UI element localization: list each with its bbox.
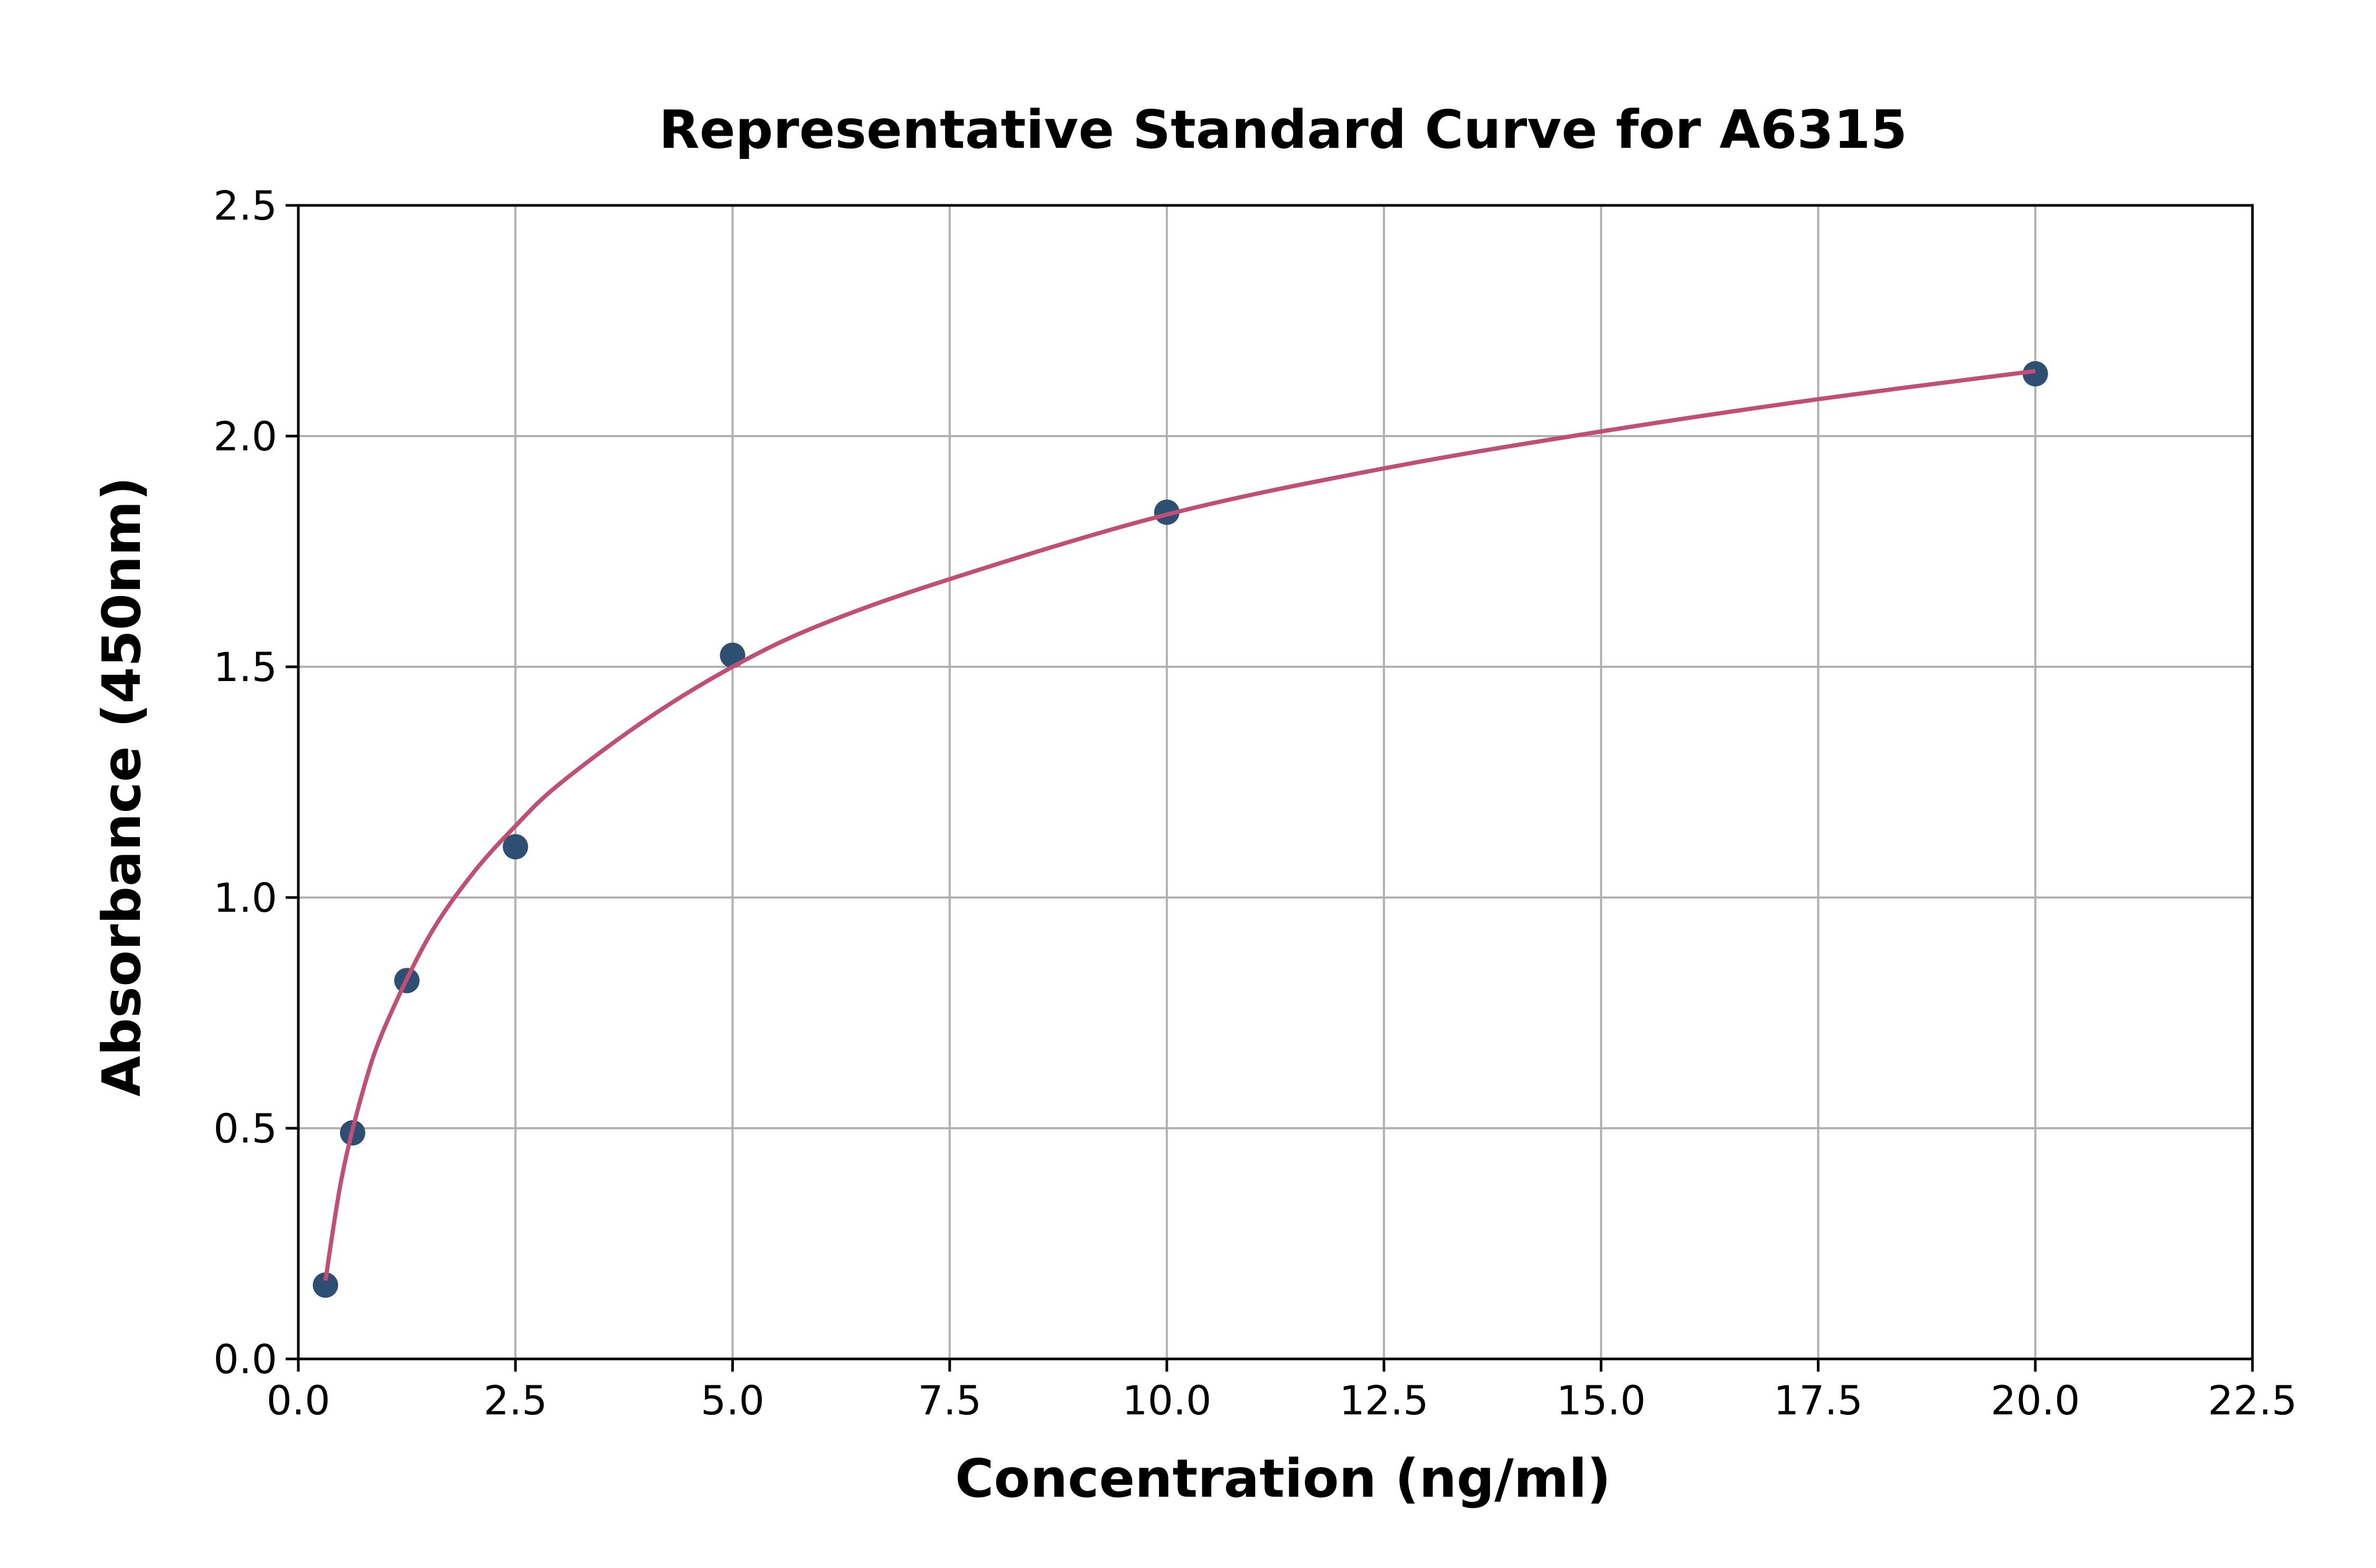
x-tick-label: 2.5	[484, 1377, 548, 1424]
x-tick-label: 0.0	[267, 1377, 331, 1424]
y-tick-label: 2.5	[213, 182, 277, 229]
data-points	[313, 361, 2048, 1298]
y-tick-label: 0.0	[213, 1336, 277, 1383]
y-axis-ticks: 0.0 0.5 1.0 1.5 2.0 2.5	[213, 182, 298, 1383]
y-tick-label: 0.5	[213, 1105, 277, 1152]
y-tick-label: 2.0	[213, 413, 277, 460]
x-tick-label: 10.0	[1122, 1377, 1211, 1424]
chart-title: Representative Standard Curve for A6315	[659, 99, 1907, 160]
x-tick-label: 15.0	[1557, 1377, 1646, 1424]
fit-curve-layer	[323, 369, 2036, 1281]
data-point	[313, 1272, 338, 1298]
x-tick-label: 7.5	[918, 1377, 982, 1424]
x-tick-label: 20.0	[1991, 1377, 2080, 1424]
data-point	[2022, 361, 2048, 387]
y-axis-label: Absorbance (450nm)	[91, 477, 153, 1097]
x-axis-ticks: 0.0 2.5 5.0 7.5 10.0 12.5 15.0 17.5 20.0 22.5	[267, 1359, 2297, 1424]
y-tick-label: 1.0	[213, 874, 277, 921]
x-tick-label: 22.5	[2208, 1377, 2297, 1424]
x-axis-label: Concentration (ng/ml)	[955, 1448, 1611, 1509]
x-tick-label: 5.0	[701, 1377, 765, 1424]
fit-curve	[323, 369, 2036, 1281]
grid	[297, 204, 2254, 1360]
x-tick-label: 17.5	[1774, 1377, 1863, 1424]
plot-frame	[297, 204, 2254, 1361]
data-point	[503, 834, 529, 859]
data-point	[1154, 499, 1180, 525]
x-tick-label: 12.5	[1340, 1377, 1429, 1424]
y-tick-label: 1.5	[213, 644, 277, 691]
